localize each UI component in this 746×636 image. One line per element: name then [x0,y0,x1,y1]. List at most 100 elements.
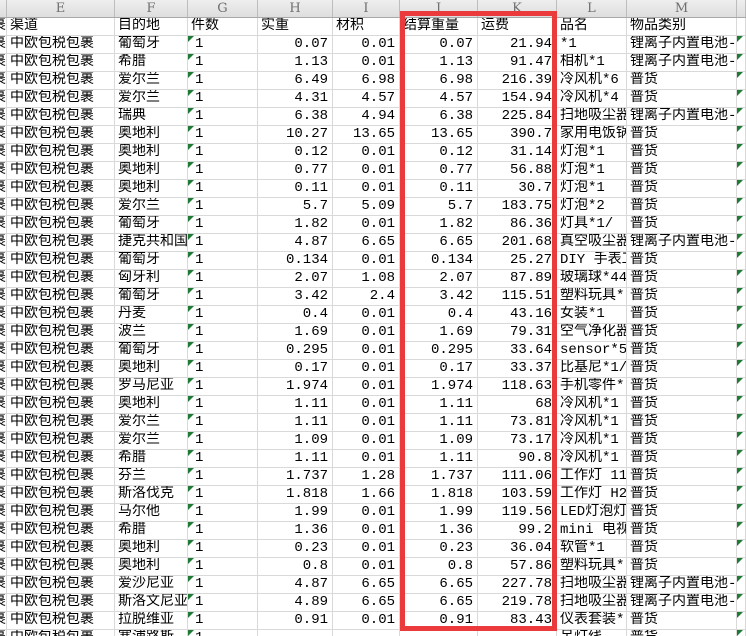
cell-settlement-weight[interactable]: 6.65 [400,234,478,252]
cell-settlement-weight[interactable]: 0.91 [400,612,478,630]
cell-volume-weight[interactable]: 0.01 [333,342,400,360]
cell-destination[interactable]: 拉脱维亚 [115,612,188,630]
cell-channel[interactable]: 中欧包税包裹 [7,342,115,360]
cell-n-sliver[interactable] [737,162,746,180]
cell-actual-weight[interactable]: 0.11 [258,180,333,198]
cell-shipping-fee[interactable]: 225.84 [478,108,557,126]
cell-shipping-fee[interactable]: 183.75 [478,198,557,216]
cell-settlement-weight[interactable]: 6.98 [400,72,478,90]
column-header-g[interactable]: G [188,0,258,17]
cell-shipping-fee[interactable]: 33.64 [478,342,557,360]
cell-shipping-fee[interactable]: 99.2 [478,522,557,540]
cell-n-sliver[interactable] [737,342,746,360]
cell-actual-weight[interactable]: 1.09 [258,432,333,450]
cell-actual-weight[interactable]: 0.8 [258,558,333,576]
cell-item-category[interactable]: 普货 [627,540,737,558]
cell-actual-weight[interactable]: 1.818 [258,486,333,504]
cell-channel[interactable]: 中欧包税包裹 [7,630,115,636]
cell-actual-weight[interactable]: 0.07 [258,36,333,54]
cell-n-sliver[interactable] [737,288,746,306]
cell-quantity[interactable]: 1 [188,90,258,108]
cell-channel[interactable]: 中欧包税包裹 [7,108,115,126]
cell-volume-weight[interactable]: 4.94 [333,108,400,126]
cell-actual-weight[interactable]: 1.82 [258,216,333,234]
cell-quantity[interactable]: 1 [188,450,258,468]
cell-volume-weight[interactable]: 0.01 [333,360,400,378]
cell-channel[interactable]: 中欧包税包裹 [7,414,115,432]
clipped-cell[interactable]: 包裹 [0,594,7,612]
cell-item-category[interactable]: 普货 [627,288,737,306]
cell-volume-weight[interactable]: 0.01 [333,504,400,522]
cell-quantity[interactable]: 1 [188,414,258,432]
cell-item-category[interactable]: 锂离子内置电池- [627,576,737,594]
cell-actual-weight[interactable]: 4.87 [258,576,333,594]
cell-channel[interactable]: 中欧包税包裹 [7,396,115,414]
cell-n-sliver[interactable] [737,306,746,324]
cell-quantity[interactable]: 1 [188,468,258,486]
cell-product-name[interactable]: 工作灯 11 [557,468,627,486]
cell-shipping-fee[interactable]: 68 [478,396,557,414]
cell-volume-weight[interactable]: 0.01 [333,414,400,432]
cell-n-sliver[interactable] [737,468,746,486]
cell-shipping-fee[interactable]: 57.86 [478,558,557,576]
cell-quantity[interactable]: 1 [188,594,258,612]
cell-destination[interactable]: 葡萄牙 [115,36,188,54]
cell-volume-weight[interactable]: 1.28 [333,468,400,486]
cell-product-name[interactable]: 空气净化器 [557,324,627,342]
cell-channel[interactable]: 中欧包税包裹 [7,54,115,72]
header-settlement-weight[interactable]: 结算重量 [400,18,478,36]
clipped-cell[interactable]: 包裹 [0,90,7,108]
cell-product-name[interactable]: LED灯泡灯 [557,504,627,522]
cell-destination[interactable]: 斯洛伐克 [115,486,188,504]
cell-n-sliver[interactable] [737,378,746,396]
cell-destination[interactable]: 葡萄牙 [115,342,188,360]
cell-quantity[interactable]: 1 [188,180,258,198]
cell-volume-weight[interactable]: 0.01 [333,252,400,270]
cell-item-category[interactable]: 锂离子内置电池- [627,36,737,54]
cell-quantity[interactable]: 1 [188,162,258,180]
cell-actual-weight[interactable]: 1.13 [258,54,333,72]
cell-item-category[interactable]: 普货 [627,630,737,636]
cell-destination[interactable]: 奥地利 [115,144,188,162]
cell-settlement-weight[interactable]: 1.11 [400,414,478,432]
cell-settlement-weight[interactable]: 1.11 [400,396,478,414]
cell-actual-weight[interactable] [258,630,333,636]
clipped-cell[interactable]: 包裹 [0,198,7,216]
column-header-l[interactable]: L [557,0,627,17]
clipped-cell[interactable]: 包裹 [0,54,7,72]
clipped-cell[interactable]: 包裹 [0,72,7,90]
cell-destination[interactable]: 葡萄牙 [115,288,188,306]
cell-shipping-fee[interactable]: 118.63 [478,378,557,396]
cell-channel[interactable]: 中欧包税包裹 [7,450,115,468]
cell-product-name[interactable]: 家用电饭锅 [557,126,627,144]
cell-destination[interactable]: 葡萄牙 [115,216,188,234]
cell-destination[interactable]: 马尔他 [115,504,188,522]
cell-channel[interactable]: 中欧包税包裹 [7,162,115,180]
cell-volume-weight[interactable]: 0.01 [333,144,400,162]
cell-channel[interactable]: 中欧包税包裹 [7,306,115,324]
cell-item-category[interactable]: 普货 [627,360,737,378]
cell-settlement-weight[interactable]: 0.07 [400,36,478,54]
clipped-cell[interactable]: 包裹 [0,126,7,144]
cell-shipping-fee[interactable]: 111.06 [478,468,557,486]
cell-actual-weight[interactable]: 0.295 [258,342,333,360]
column-header-i[interactable]: I [333,0,400,17]
cell-shipping-fee[interactable]: 83.43 [478,612,557,630]
cell-destination[interactable]: 奥地利 [115,396,188,414]
cell-actual-weight[interactable]: 0.134 [258,252,333,270]
cell-product-name[interactable]: 冷风机*1 [557,450,627,468]
cell-volume-weight[interactable]: 0.01 [333,54,400,72]
cell-n-sliver[interactable] [737,522,746,540]
cell-shipping-fee[interactable]: 154.94 [478,90,557,108]
cell-n-sliver[interactable] [737,72,746,90]
cell-settlement-weight[interactable]: 4.57 [400,90,478,108]
cell-settlement-weight[interactable]: 0.4 [400,306,478,324]
cell-item-category[interactable]: 锂离子内置电池- [627,234,737,252]
cell-settlement-weight[interactable]: 1.69 [400,324,478,342]
cell-quantity[interactable]: 1 [188,486,258,504]
cell-destination[interactable]: 希腊 [115,450,188,468]
cell-settlement-weight[interactable]: 6.38 [400,108,478,126]
cell-destination[interactable]: 葡萄牙 [115,252,188,270]
clipped-cell[interactable]: 包裹 [0,252,7,270]
clipped-cell[interactable]: 包裹 [0,270,7,288]
